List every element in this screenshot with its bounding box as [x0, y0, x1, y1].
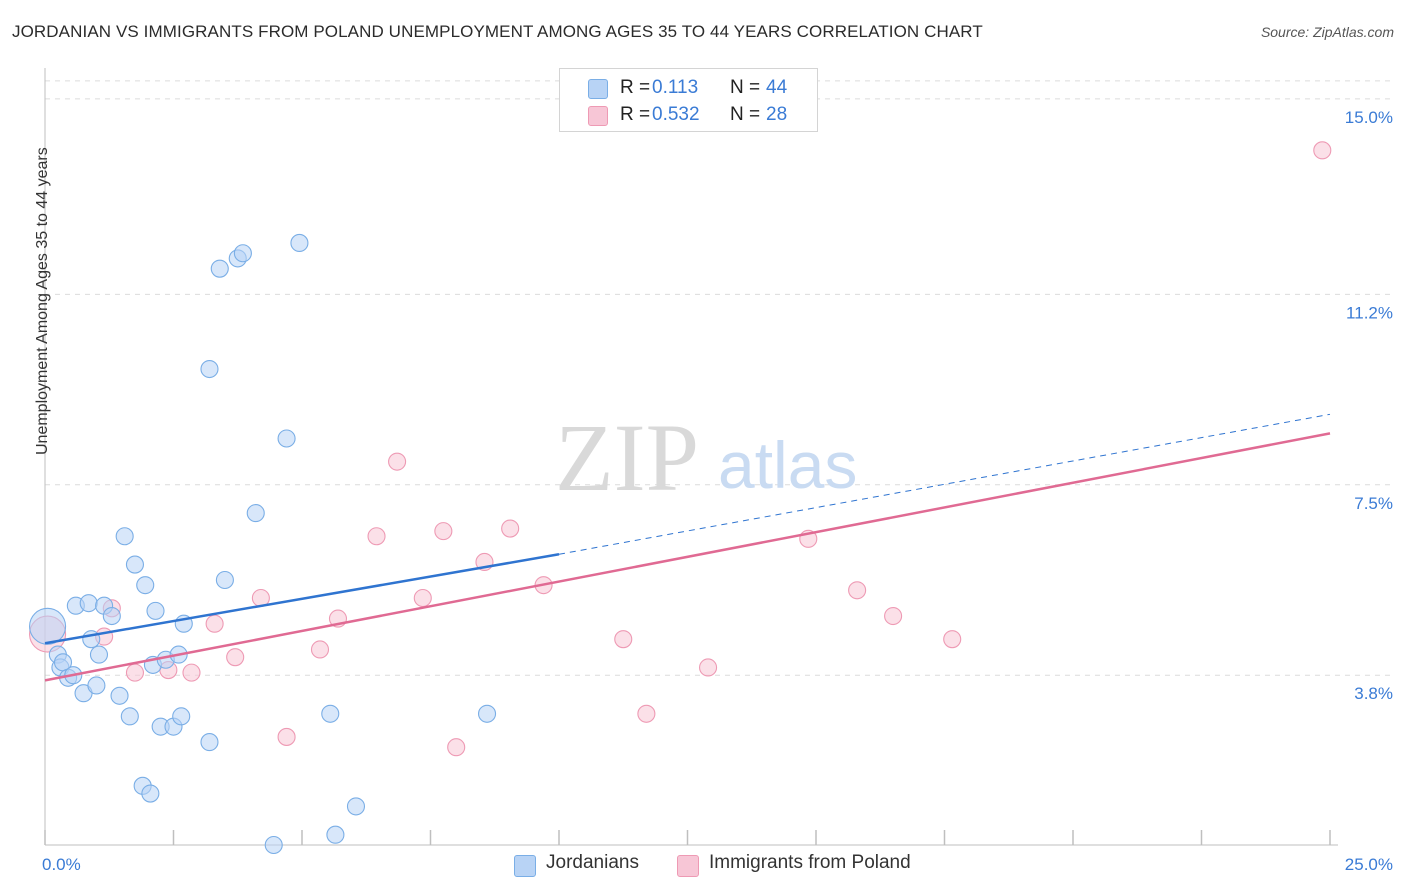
trend-layer: [44, 413, 1331, 682]
legend-swatch-pink: [588, 106, 608, 126]
poland-point: [226, 648, 245, 667]
tick-label-layer: 3.8% 7.5% 11.2% 15.0% 0.0% 25.0%: [42, 108, 1393, 874]
poland-point: [310, 640, 330, 659]
jordanian-point: [141, 784, 160, 803]
poland-point: [884, 606, 903, 626]
poland-point: [205, 614, 224, 633]
poland-point: [413, 588, 432, 608]
y-axis-label: Unemployment Among Ages 35 to 44 years: [34, 147, 51, 455]
jordanian-point: [326, 825, 345, 844]
jordanian-point: [136, 576, 155, 595]
jordanian-point: [172, 707, 191, 726]
points-layer: [29, 141, 1332, 855]
jordanian-point: [321, 704, 340, 723]
jordanian-point: [110, 686, 129, 705]
legend-swatch-pink: [677, 855, 699, 877]
poland-point: [637, 704, 656, 723]
jordanian-point: [79, 594, 98, 613]
poland-point: [614, 630, 633, 649]
jordanian-point: [477, 704, 497, 723]
y-tick-label: 7.5%: [1354, 494, 1393, 513]
jordanian-point: [102, 606, 121, 626]
stats-legend: R = 0.113 N = 44 R = 0.532 N = 28: [559, 68, 818, 132]
legend-row-poland: R = 0.532 N = 28: [560, 102, 817, 128]
legend-row-jordanians: R = 0.113 N = 44: [560, 75, 817, 101]
poland-point: [848, 581, 867, 600]
jordanian-point: [146, 601, 165, 620]
legend-n-label: N =: [730, 77, 761, 98]
jordanian-point: [246, 504, 265, 523]
jordanian-trend-line: [44, 553, 560, 645]
legend-r-value: 0.532: [652, 104, 700, 125]
axes-layer: [44, 68, 1338, 846]
poland-point: [1313, 141, 1332, 160]
y-tick-label: 15.0%: [1345, 108, 1393, 127]
jordanian-point: [29, 607, 67, 645]
poland-point: [367, 527, 386, 546]
poland-point: [447, 738, 466, 757]
jordanian-point: [200, 359, 219, 379]
legend-r-value: 0.113: [652, 77, 699, 98]
jordanian-point: [87, 676, 106, 695]
legend-label-jordanians: Jordanians: [546, 852, 639, 873]
jordanian-point: [277, 429, 296, 448]
jordanian-point: [346, 797, 366, 816]
jordanian-point: [89, 645, 109, 664]
jordanian-point: [264, 835, 283, 855]
poland-point: [699, 658, 718, 677]
legend-n-value: 44: [766, 77, 788, 98]
chart-title: JORDANIAN VS IMMIGRANTS FROM POLAND UNEM…: [12, 22, 983, 41]
jordanian-point: [290, 233, 309, 253]
x-tick-label: 0.0%: [42, 855, 81, 874]
jordanian-trend-dashed: [558, 413, 1331, 555]
legend-swatch-blue: [514, 855, 536, 877]
poland-trend-line: [44, 432, 1331, 682]
legend-r-label: R =: [620, 104, 651, 125]
source-label: Source: ZipAtlas.com: [1260, 24, 1394, 40]
y-tick-label: 3.8%: [1354, 684, 1393, 703]
poland-point: [501, 519, 520, 538]
jordanian-point: [120, 707, 139, 726]
watermark-atlas: atlas: [718, 428, 857, 502]
poland-point: [182, 663, 201, 682]
watermark: ZIP atlas: [555, 404, 857, 511]
poland-point: [125, 663, 144, 682]
x-tick-label: 25.0%: [1345, 855, 1393, 874]
legend-n-label: N =: [730, 104, 761, 125]
jordanian-point: [115, 527, 134, 546]
poland-point: [388, 452, 407, 471]
legend-label-poland: Immigrants from Poland: [709, 852, 911, 873]
poland-point: [434, 522, 453, 541]
jordanian-point: [215, 570, 234, 590]
jordanian-point: [233, 244, 252, 263]
legend-swatch-blue: [588, 79, 608, 99]
legend-r-label: R =: [620, 77, 651, 98]
jordanian-point: [200, 733, 219, 752]
jordanian-point: [125, 555, 144, 574]
poland-point: [943, 630, 962, 649]
jordanian-point: [210, 259, 229, 278]
legend-n-value: 28: [766, 104, 788, 125]
y-tick-label: 11.2%: [1346, 303, 1393, 322]
watermark-zip: ZIP: [555, 404, 699, 511]
poland-point: [277, 727, 296, 746]
